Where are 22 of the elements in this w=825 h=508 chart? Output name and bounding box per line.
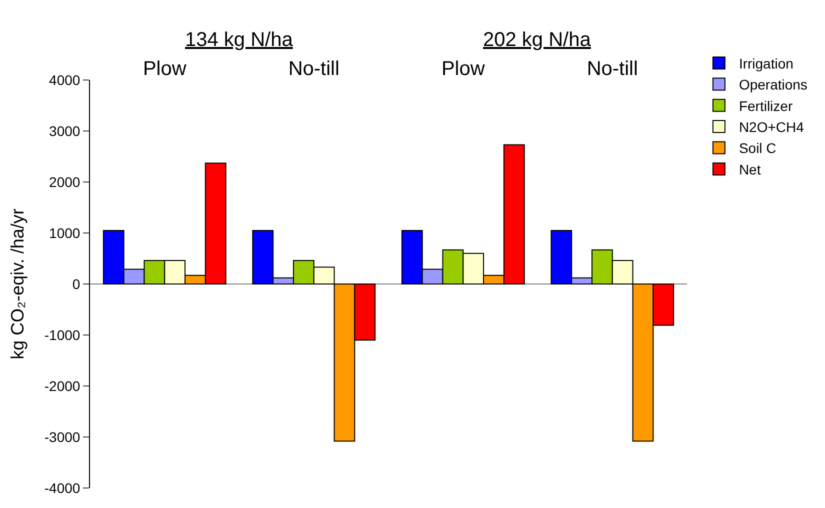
legend-label: Net: [738, 161, 761, 178]
y-tick-label: -3000: [44, 428, 80, 445]
y-tick-label: 0: [72, 276, 80, 292]
x-tick-label: Plow: [142, 58, 187, 80]
x-tick-label: No-till: [288, 58, 340, 80]
y-tick-label: 4000: [49, 72, 80, 88]
legend-label: N2O+CH4: [738, 119, 804, 136]
x-tick-label: No-till: [586, 58, 638, 80]
legend-label: Fertilizer: [738, 98, 793, 114]
y-tick-label: 3000: [49, 122, 80, 139]
y-tick-label: -2000: [44, 378, 80, 394]
legend-label: Operations: [738, 76, 808, 93]
legend-label: Irrigation: [738, 55, 794, 72]
y-tick-label: -4000: [44, 480, 80, 496]
x-tick-label: Plow: [441, 58, 486, 80]
y-tick-label: -1000: [44, 326, 80, 343]
y-tick-label: 1000: [49, 224, 80, 241]
y-tick-label: 2000: [49, 174, 80, 190]
text: 202 kg N/ha: [483, 29, 592, 51]
y-axis-title: kg CO₂-eqiv. /ha/yr: [8, 208, 28, 360]
legend-label: Soil C: [738, 140, 776, 156]
text: 134 kg N/ha: [185, 29, 294, 51]
